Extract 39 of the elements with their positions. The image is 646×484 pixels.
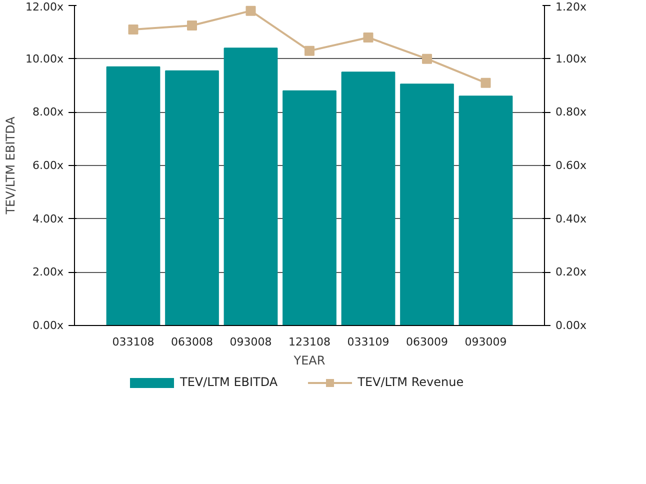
- y2-tick-label: 1.20x: [556, 0, 587, 14]
- point: [422, 54, 432, 64]
- legend-label: TEV/LTM EBITDA: [179, 375, 278, 389]
- y2-tick-label: 0.00x: [556, 319, 587, 332]
- y-tick-label: 8.00x: [32, 106, 64, 119]
- x-tick-label: 033108: [112, 336, 154, 348]
- point: [480, 78, 491, 88]
- x-axis-title: YEAR: [292, 354, 326, 368]
- y-tick-label: 2.00x: [32, 266, 64, 279]
- bar: [106, 66, 160, 326]
- x-tick-label: 093009: [464, 336, 507, 348]
- bar: [224, 48, 278, 326]
- x-tick-label: 033109: [347, 336, 390, 348]
- y2-tick-label: 1.00x: [556, 52, 587, 66]
- bar: [400, 84, 454, 326]
- y2-tick-label: 0.40x: [556, 212, 587, 226]
- y-tick-label: 4.00x: [32, 212, 64, 226]
- point: [128, 24, 138, 34]
- x-tick-label: 063008: [171, 336, 214, 348]
- x-tick-label: 123108: [288, 336, 331, 348]
- y-axis-title: TEV/LTM EBITDA: [4, 116, 18, 216]
- y-tick-label: 12.00x: [26, 0, 64, 14]
- x-tick-label: 093008: [230, 336, 272, 348]
- y-tick-label: 6.00x: [32, 159, 64, 172]
- bar: [458, 96, 513, 326]
- point: [304, 46, 314, 56]
- x-tick-label: 063009: [406, 336, 448, 348]
- bar: [165, 70, 219, 326]
- y2-tick-label: 0.20x: [556, 266, 587, 279]
- bar: [341, 72, 396, 326]
- y-tick-label: 10.00x: [26, 52, 64, 66]
- point: [187, 20, 197, 30]
- point: [246, 6, 256, 16]
- point: [363, 32, 374, 42]
- y2-tick-label: 0.80x: [556, 106, 587, 119]
- legend-label: TEV/LTM Revenue: [356, 375, 464, 389]
- y2-tick-label: 0.60x: [556, 159, 587, 172]
- bar: [282, 90, 336, 326]
- y-tick-label: 0.00x: [32, 319, 64, 332]
